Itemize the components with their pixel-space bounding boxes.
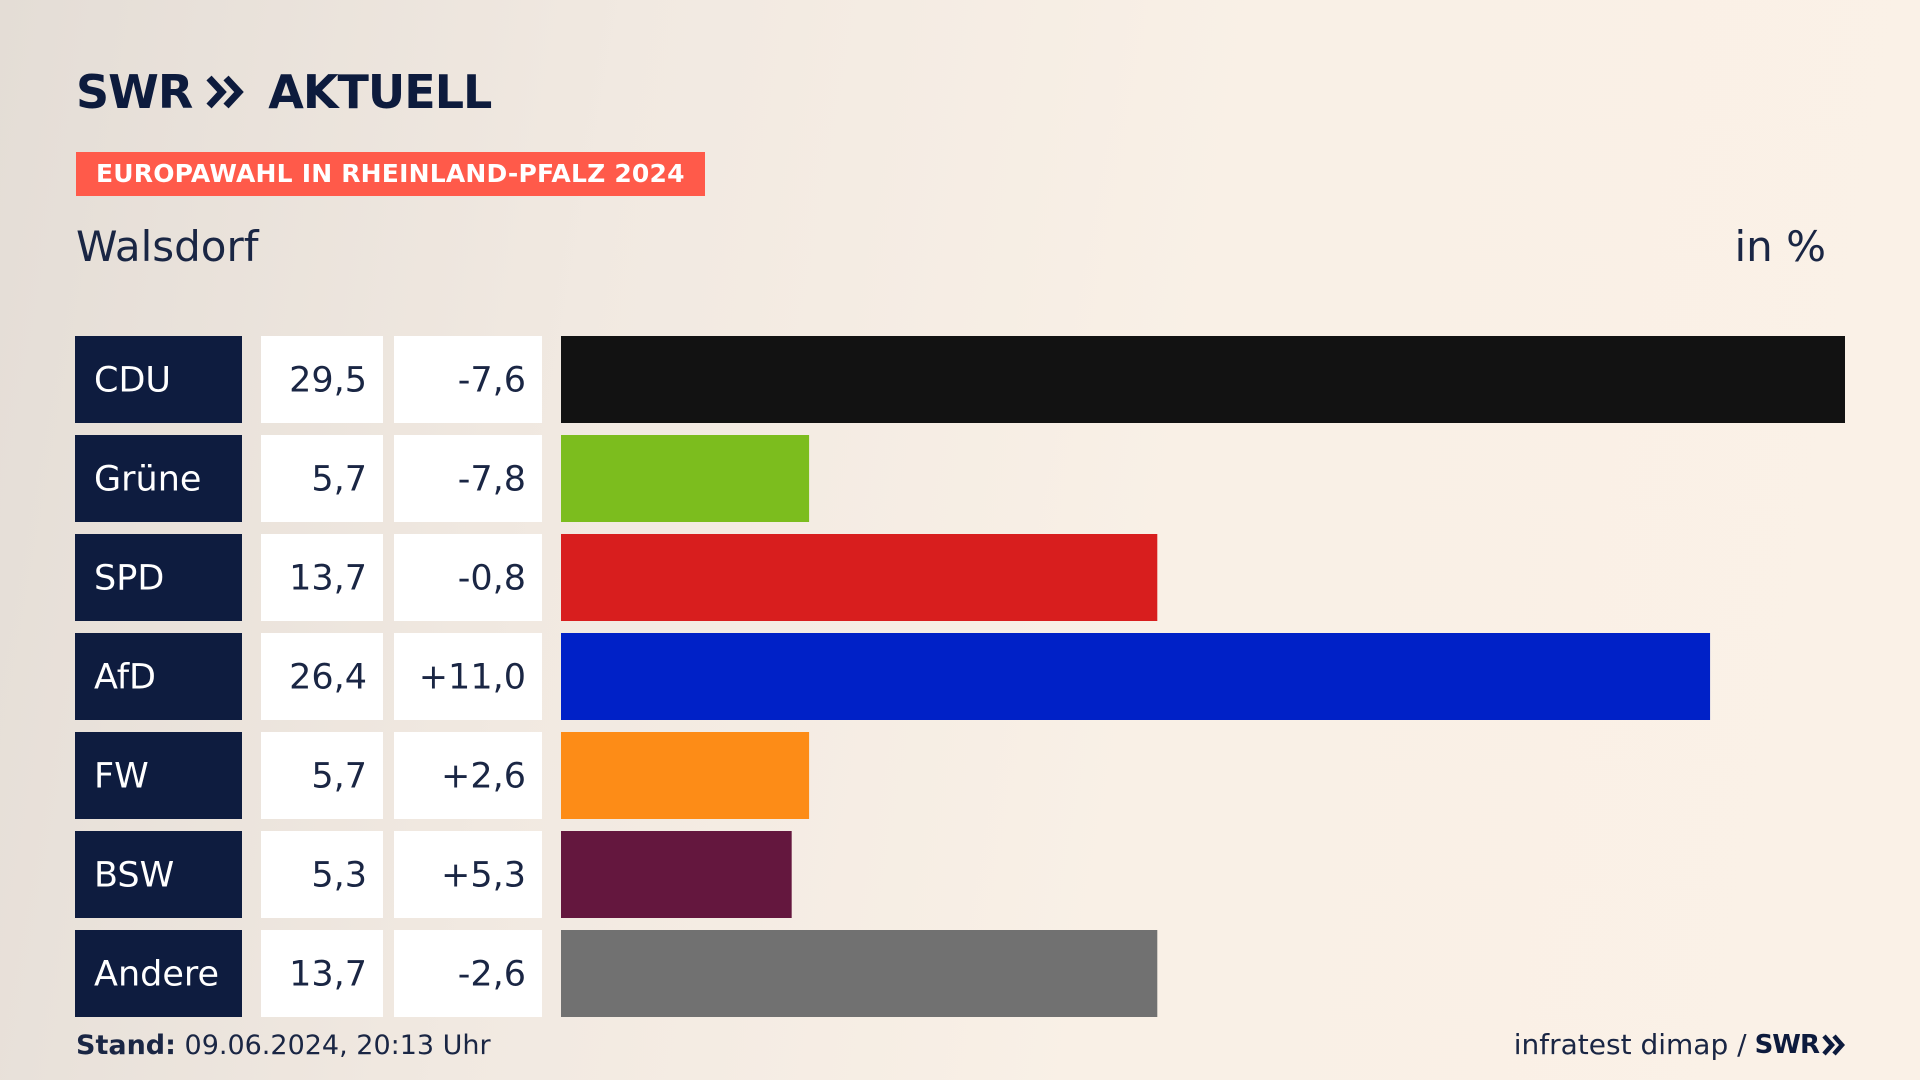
party-label: CDU: [94, 361, 171, 401]
value-box: [261, 336, 383, 423]
change-box: [394, 435, 542, 522]
change-label: -0,8: [458, 559, 526, 599]
party-label: Andere: [94, 955, 219, 995]
value-label: 13,7: [289, 955, 367, 995]
timestamp-label: Stand:: [76, 1030, 176, 1061]
bar-fw: [561, 732, 810, 819]
bar-bsw: [561, 831, 792, 918]
value-label: 26,4: [289, 658, 367, 698]
party-label-box: [75, 633, 242, 720]
bar-cdu: [561, 336, 1845, 423]
party-label-box: [75, 534, 242, 621]
value-box: [261, 831, 383, 918]
value-label: 5,7: [311, 460, 367, 500]
source-text: infratest dimap /: [1513, 1028, 1747, 1061]
change-box: [394, 930, 542, 1017]
change-label: +5,3: [441, 856, 526, 896]
change-box: [394, 633, 542, 720]
change-label: +2,6: [441, 757, 526, 797]
value-box: [261, 633, 383, 720]
change-label: -7,6: [458, 361, 526, 401]
party-label: AfD: [94, 658, 156, 698]
logo-product: AKTUELL: [268, 65, 492, 119]
change-box: [394, 732, 542, 819]
party-label-box: [75, 336, 242, 423]
bar-andere: [561, 930, 1158, 1017]
party-label-box: [75, 930, 242, 1017]
change-label: +11,0: [419, 658, 526, 698]
bar-afd: [561, 633, 1711, 720]
party-label-box: [75, 732, 242, 819]
value-label: 29,5: [289, 361, 367, 401]
value-label: 5,7: [311, 757, 367, 797]
bar-spd: [561, 534, 1158, 621]
change-label: -7,8: [458, 460, 526, 500]
party-label: Grüne: [94, 460, 201, 500]
timestamp-value: 09.06.2024, 20:13 Uhr: [184, 1030, 491, 1061]
logo-brand: SWR: [76, 65, 193, 119]
value-label: 5,3: [311, 856, 367, 896]
source-credit: infratest dimap / SWR: [1514, 1028, 1846, 1061]
change-box: [394, 336, 542, 423]
value-box: [261, 732, 383, 819]
swr-aktuell-logo: SWR AKTUELL: [76, 65, 492, 119]
double-chevron-small-icon: [1822, 1034, 1846, 1055]
value-box: [261, 435, 383, 522]
election-badge: EUROPAWAHL IN RHEINLAND-PFALZ 2024: [76, 152, 705, 196]
party-label: FW: [94, 757, 149, 797]
change-box: [394, 831, 542, 918]
party-label-box: [75, 435, 242, 522]
source-brand: SWR: [1755, 1030, 1846, 1060]
value-box: [261, 930, 383, 1017]
place-title: Walsdorf: [76, 222, 259, 271]
timestamp: Stand: 09.06.2024, 20:13 Uhr: [76, 1030, 491, 1061]
change-box: [394, 534, 542, 621]
bar-grüne: [561, 435, 810, 522]
party-label-box: [75, 831, 242, 918]
unit-label: in %: [1734, 222, 1826, 271]
change-label: -2,6: [458, 955, 526, 995]
source-brand-text: SWR: [1754, 1029, 1820, 1060]
party-label: BSW: [94, 856, 174, 896]
value-box: [261, 534, 383, 621]
value-label: 13,7: [289, 559, 367, 599]
double-chevron-icon: [206, 75, 246, 109]
party-label: SPD: [94, 559, 164, 599]
